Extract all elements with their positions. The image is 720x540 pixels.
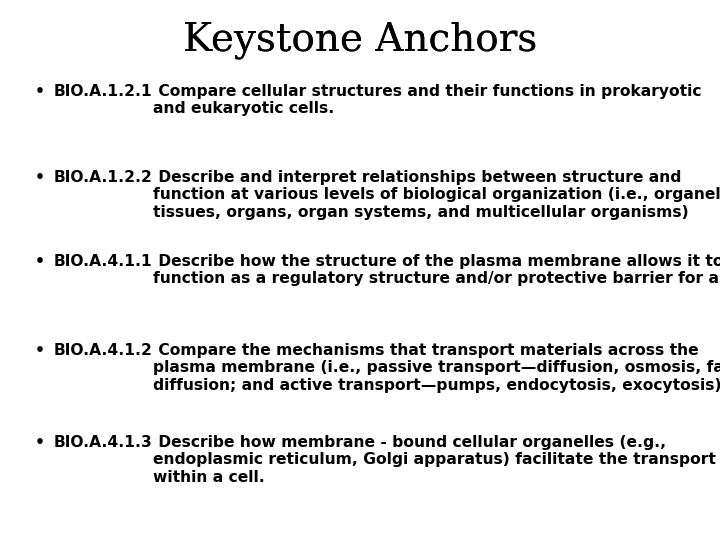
Text: •: • — [35, 435, 45, 450]
Text: •: • — [35, 254, 45, 269]
Text: BIO.A.1.2.1: BIO.A.1.2.1 — [54, 84, 153, 99]
Text: •: • — [35, 343, 45, 358]
Text: Keystone Anchors: Keystone Anchors — [183, 22, 537, 59]
Text: Describe and interpret relationships between structure and
function at various l: Describe and interpret relationships bet… — [153, 170, 720, 220]
Text: BIO.A.1.2.2: BIO.A.1.2.2 — [54, 170, 153, 185]
Text: BIO.A.4.1.1: BIO.A.4.1.1 — [54, 254, 153, 269]
Text: Compare the mechanisms that transport materials across the
plasma membrane (i.e.: Compare the mechanisms that transport ma… — [153, 343, 720, 393]
Text: •: • — [35, 170, 45, 185]
Text: Describe how the structure of the plasma membrane allows it to
function as a reg: Describe how the structure of the plasma… — [153, 254, 720, 286]
Text: Compare cellular structures and their functions in prokaryotic
and eukaryotic ce: Compare cellular structures and their fu… — [153, 84, 701, 116]
Text: BIO.A.4.1.3: BIO.A.4.1.3 — [54, 435, 153, 450]
Text: BIO.A.4.1.2: BIO.A.4.1.2 — [54, 343, 153, 358]
Text: •: • — [35, 84, 45, 99]
Text: Keystone Anchors: Keystone Anchors — [183, 22, 537, 59]
Text: Describe how membrane - bound cellular organelles (e.g.,
endoplasmic reticulum, : Describe how membrane - bound cellular o… — [153, 435, 720, 484]
